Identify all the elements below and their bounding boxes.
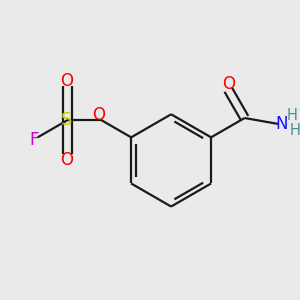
Text: H: H — [286, 108, 297, 123]
Text: N: N — [276, 115, 288, 133]
Text: S: S — [61, 111, 73, 129]
Text: O: O — [60, 72, 73, 90]
Text: O: O — [92, 106, 105, 124]
Text: F: F — [29, 131, 39, 149]
Text: O: O — [60, 151, 73, 169]
Text: O: O — [223, 75, 236, 93]
Text: H: H — [289, 123, 300, 138]
